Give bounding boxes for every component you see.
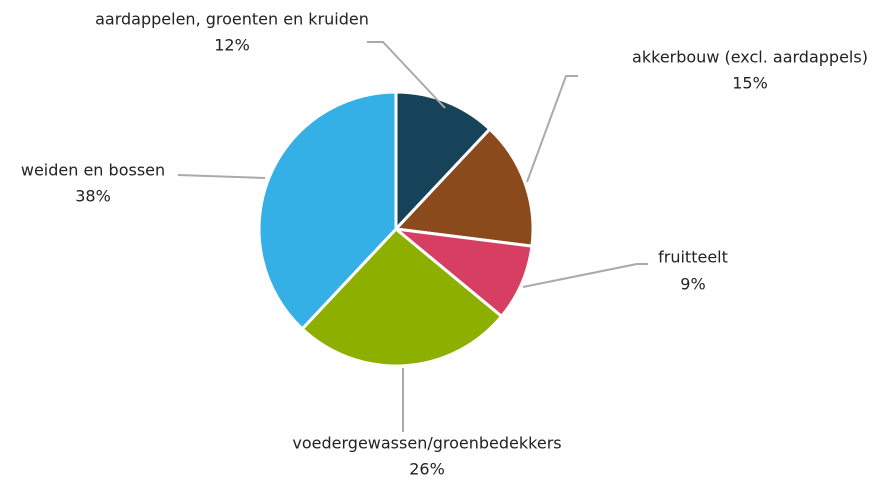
leader-line: [522, 263, 648, 288]
slice-value-label: 26%: [409, 460, 445, 479]
slice-label: weiden en bossen: [21, 161, 165, 180]
slice-label: akkerbouw (excl. aardappels): [632, 48, 868, 67]
slice-value-label: 15%: [732, 74, 768, 93]
pie-slice: [394, 90, 492, 233]
slice-value-label: 9%: [680, 275, 705, 294]
slice-label: voedergewassen/groenbedekkers: [292, 434, 561, 453]
slice-label: fruitteelt: [658, 248, 728, 267]
leader-line: [526, 75, 578, 183]
pie-slice: [392, 127, 535, 248]
slice-value-label: 38%: [75, 187, 111, 206]
pie-slice: [257, 90, 398, 331]
leader-line: [367, 41, 446, 109]
pie-slice: [300, 226, 504, 368]
leader-line: [177, 174, 266, 179]
slice-label: aardappelen, groenten en kruiden: [95, 10, 369, 29]
slice-value-label: 12%: [214, 36, 250, 55]
